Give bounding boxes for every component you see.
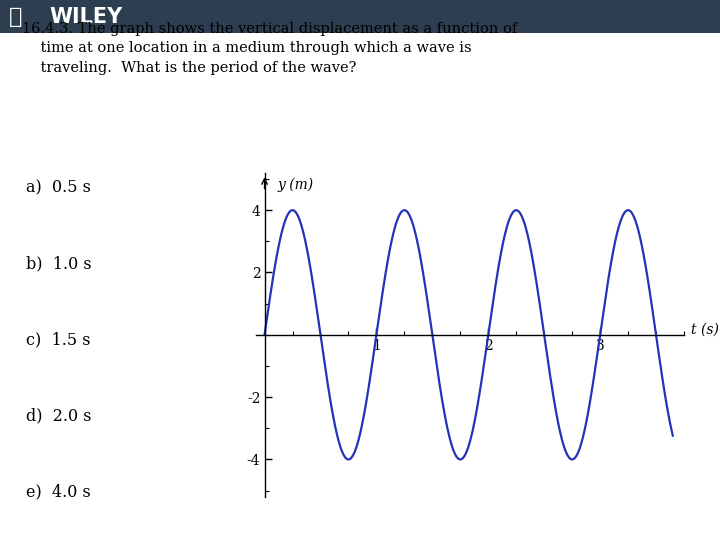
Text: c)  1.5 s: c) 1.5 s (26, 332, 91, 349)
Text: ⓦ: ⓦ (9, 6, 22, 27)
Text: t (s): t (s) (690, 322, 719, 336)
Text: 16.4.3. The graph shows the vertical displacement as a function of
    time at o: 16.4.3. The graph shows the vertical dis… (22, 22, 517, 75)
Text: b)  1.0 s: b) 1.0 s (26, 255, 91, 273)
Text: WILEY: WILEY (49, 6, 122, 27)
Text: d)  2.0 s: d) 2.0 s (26, 408, 91, 424)
Text: e)  4.0 s: e) 4.0 s (26, 484, 91, 501)
Text: a)  0.5 s: a) 0.5 s (26, 180, 91, 197)
Text: y (m): y (m) (278, 178, 314, 192)
